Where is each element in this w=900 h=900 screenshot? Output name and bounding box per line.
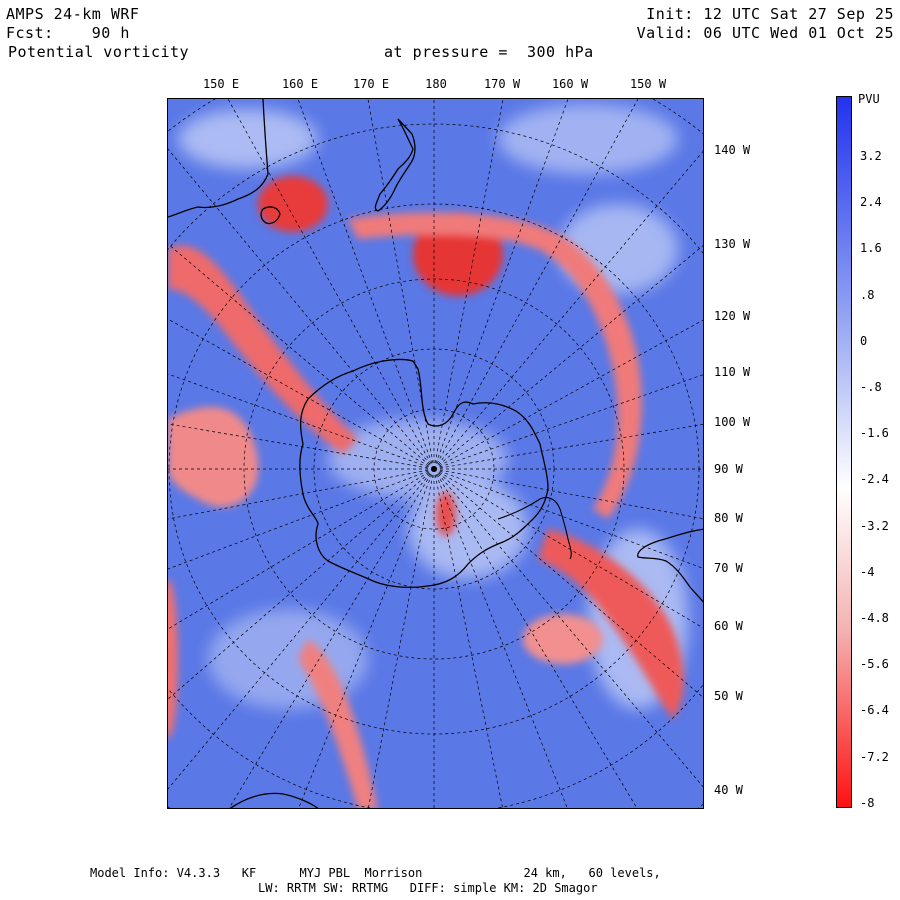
pv-negative-anomalies xyxy=(168,176,684,808)
colorbar-tick-label: -6.4 xyxy=(860,703,889,718)
colorbar-tick-label: -8 xyxy=(860,795,875,810)
model-info-line2: LW: RRTM SW: RRTMG DIFF: simple KM: 2D S… xyxy=(258,881,598,895)
meridians xyxy=(168,99,703,808)
lon-label-160e: 160 E xyxy=(281,77,319,91)
colorbar-tick-label: 1.6 xyxy=(860,241,882,256)
colorbar-tick-label: -3.2 xyxy=(860,518,889,533)
lon-label-120w: 120 W xyxy=(714,309,751,323)
lon-label-170e: 170 E xyxy=(352,77,390,91)
colorbar-tick-label: 2.4 xyxy=(860,195,882,210)
colorbar-tick-label: 0 xyxy=(860,333,868,348)
colorbar-tick-label: -.8 xyxy=(860,380,882,394)
colorbar-tick-label: -5.6 xyxy=(860,657,889,672)
colorbar-tick-label: -4.8 xyxy=(860,611,889,625)
lon-label-160w: 160 W xyxy=(551,77,589,91)
field-name: Potential vorticity xyxy=(8,43,190,61)
lon-label-80w: 80 W xyxy=(714,511,743,525)
lon-label-50w: 50 W xyxy=(714,689,743,703)
pv-map xyxy=(167,98,704,809)
lon-label-70w: 70 W xyxy=(714,561,743,575)
forecast-hour: Fcst: 90 h xyxy=(6,24,130,42)
lon-label-180: 180 xyxy=(425,77,447,91)
colorbar-tick-label: .8 xyxy=(860,287,875,302)
australia-coastline xyxy=(168,99,269,218)
lon-label-60w: 60 W xyxy=(714,619,743,633)
new-zealand-coastline xyxy=(374,118,416,212)
lon-label-140w: 140 W xyxy=(714,143,751,157)
model-info-line1: Model Info: V4.3.3 KF MYJ PBL Morrison 2… xyxy=(90,866,661,880)
lon-label-170w: 170 W xyxy=(483,77,521,91)
africa-coastline xyxy=(229,792,319,808)
colorbar-unit: PVU xyxy=(858,92,880,106)
antarctic-peninsula-coastline xyxy=(497,496,572,560)
lon-label-90w: 90 W xyxy=(714,462,743,476)
lon-label-130w: 130 W xyxy=(714,237,751,251)
colorbar-tick-label: -1.6 xyxy=(860,426,889,441)
pressure-level: at pressure = 300 hPa xyxy=(384,43,594,61)
pv-colorbar xyxy=(836,96,852,808)
lon-label-150e: 150 E xyxy=(202,77,240,91)
lon-label-150w: 150 W xyxy=(629,77,667,91)
lon-label-100w: 100 W xyxy=(714,415,751,429)
colorbar-tick-label: -2.4 xyxy=(860,472,889,487)
antarctica-coastline xyxy=(299,358,549,588)
tasmania-coastline xyxy=(260,206,281,225)
lon-label-110w: 110 W xyxy=(714,365,751,379)
model-title: AMPS 24-km WRF xyxy=(6,5,140,23)
colorbar-tick-label: 3.2 xyxy=(860,149,882,163)
colorbar-tick-label: -4 xyxy=(860,564,875,579)
lon-label-40w: 40 W xyxy=(714,783,743,797)
south-america-coastline xyxy=(637,528,703,603)
valid-time: Valid: 06 UTC Wed 01 Oct 25 xyxy=(636,24,894,42)
init-time: Init: 12 UTC Sat 27 Sep 25 xyxy=(646,5,894,23)
pv-map-svg xyxy=(168,99,703,808)
colorbar-tick-label: -7.2 xyxy=(860,749,889,764)
